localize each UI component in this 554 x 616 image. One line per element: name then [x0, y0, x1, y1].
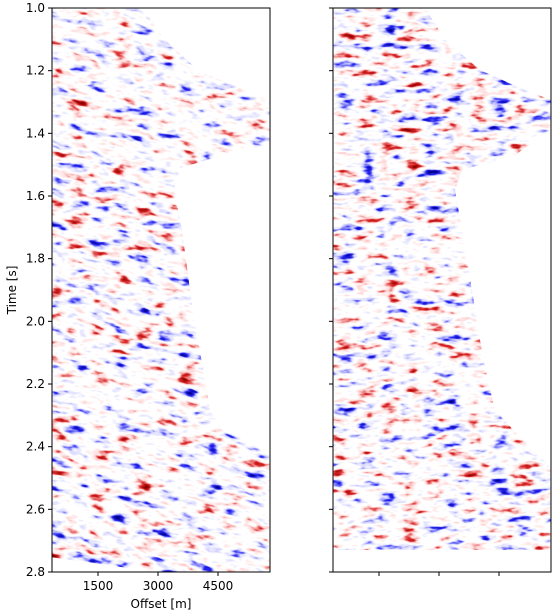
y-tick-label: 1.6: [26, 189, 45, 203]
y-tick-label: 1.0: [26, 1, 45, 15]
y-tick-label: 2.2: [26, 377, 45, 391]
y-tick-label: 1.2: [26, 64, 45, 78]
axes-frame: [51, 7, 271, 573]
y-tick-label: 1.8: [26, 252, 45, 266]
y-tick-label: 2.4: [26, 440, 45, 454]
y-tick-label: 1.4: [26, 126, 45, 140]
y-tick-label: 2.8: [26, 565, 45, 579]
x-tick-label: 3000: [143, 579, 174, 593]
y-tick-label: 2.0: [26, 314, 45, 328]
seismic-image: [52, 8, 270, 572]
y-axis-label: Time [s]: [5, 266, 19, 316]
seismic-image: [333, 8, 551, 550]
x-tick-label: 1500: [83, 579, 114, 593]
x-tick-label: 4500: [203, 579, 234, 593]
y-tick-label: 2.6: [26, 502, 45, 516]
axes-frame: [332, 7, 552, 573]
x-axis-label: Offset [m]: [131, 597, 192, 611]
